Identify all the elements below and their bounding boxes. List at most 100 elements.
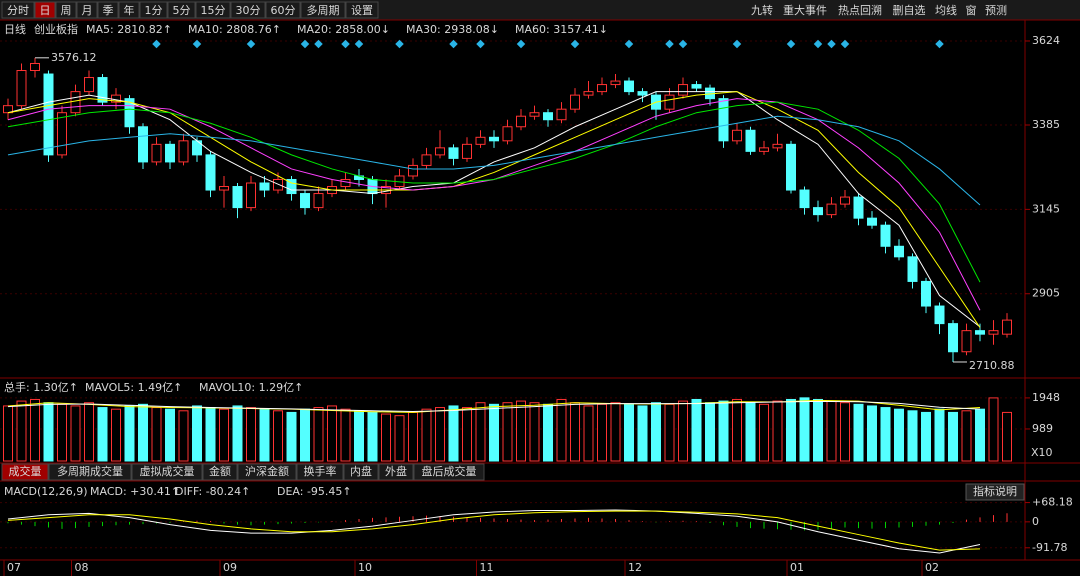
volume-bar [813,398,823,462]
volume-bar [907,410,918,462]
volume-bar [57,403,67,462]
volume-bar [894,408,904,462]
volume-tab[interactable] [296,463,344,481]
volume-bar [192,405,202,462]
toolbar-tab[interactable] [300,1,346,19]
toolbar-tab-label[interactable]: 周 [61,4,72,17]
toolbar-tab-label[interactable]: 15分 [201,4,226,17]
period-label: 日线 [4,22,26,36]
x-tick-label: 01 [790,561,804,574]
volume-bar [678,400,688,462]
toolbar-tab-label[interactable]: 年 [124,3,135,17]
toolbar-tab-label[interactable]: 1分 [145,4,163,17]
indicator-line [7,399,981,413]
volume-tab[interactable] [202,463,238,481]
toolbar-tab[interactable] [55,1,77,19]
volume-bar [178,410,189,462]
candle-body [853,196,864,219]
volume-unit: X10 [1031,446,1053,459]
volume-tab-label[interactable]: 成交量 [9,464,42,478]
indicator-line [7,509,981,554]
volume-tab[interactable] [378,463,414,481]
candle-body [570,94,580,110]
volume-bar [489,403,499,462]
toolbar-tab-label[interactable]: 30分 [236,4,261,17]
toolbar-tab[interactable] [265,1,301,19]
volume-tab-label[interactable]: 多周期成交量 [57,464,123,478]
candle-body [826,203,837,216]
volume-bar [556,398,567,462]
toolbar-right-label[interactable]: 热点回溯 [838,4,882,17]
toolbar-right-label[interactable]: 删自选 [893,4,926,17]
indicator-line [7,400,981,412]
toolbar-tab-label[interactable]: 分时 [7,4,29,17]
volume-bar [799,397,810,462]
toolbar-tab[interactable] [230,1,266,19]
indicator-line [7,115,981,206]
toolbar-right-label[interactable]: 窗 [966,3,977,17]
y-tick-label: 3385 [1032,118,1060,131]
volume-bar [219,408,229,462]
toolbar-right-label[interactable]: 均线 [935,3,957,17]
candle-body [259,182,270,191]
candle-body [43,73,54,156]
toolbar-tab-label[interactable]: 多周期 [307,3,340,17]
x-tick-label: 07 [7,561,21,574]
volume-tab-label[interactable]: 外盘 [385,464,407,478]
toolbar-tab-label[interactable]: 季 [103,4,114,17]
toolbar-tab[interactable] [345,1,379,19]
volume-bar [84,402,94,462]
toolbar-tab[interactable] [167,1,196,19]
candle-body [70,91,81,114]
legend-entry: MA60: 3157.41↓ [515,23,608,36]
volume-bar [1002,411,1012,462]
candle-body [286,178,297,195]
signal-marker [300,39,310,49]
toolbar-tab-label[interactable]: 5分 [173,4,191,17]
toolbar-right-label[interactable]: 九转 [751,3,773,17]
toolbar-tab-label[interactable]: 设置 [351,4,373,17]
toolbar-tab-label[interactable]: 60分 [271,4,296,17]
volume-bar [826,400,837,462]
y-tick-label: 2905 [1032,287,1060,300]
volume-bar [16,400,27,462]
toolbar-tab[interactable] [34,1,56,19]
toolbar-right-label[interactable]: 重大事件 [783,3,827,17]
volume-tab-label[interactable]: 虚拟成交量 [140,464,195,478]
volume-tab-label[interactable]: 换手率 [304,464,337,478]
volume-bar [624,403,634,462]
volume-bar [340,408,351,462]
candle-body [16,70,27,107]
toolbar-tab-label[interactable]: 月 [82,4,93,17]
volume-tab[interactable] [1,463,49,481]
volume-tab[interactable] [237,463,297,481]
toolbar-tab-label[interactable]: 日 [40,4,51,17]
volume-tab[interactable] [343,463,379,481]
volume-tab-label[interactable]: 盘后成交量 [422,464,477,478]
toolbar-tab[interactable] [118,1,140,19]
volume-tab-label[interactable]: 沪深金额 [245,464,289,478]
toolbar-tab[interactable] [76,1,98,19]
candle-body [840,196,850,205]
candle-body [894,245,904,258]
volume-tab[interactable] [413,463,485,481]
volume-bar [259,408,270,462]
candle-body [813,207,823,216]
toolbar-tab[interactable] [97,1,119,19]
candle-body [313,193,324,209]
toolbar-tab[interactable] [139,1,168,19]
toolbar-right-label[interactable]: 预测 [985,4,1007,17]
volume-tab-label[interactable]: 内盘 [350,464,372,478]
indicator-help-button[interactable] [965,483,1025,501]
x-tick-label: 10 [358,561,372,574]
candle-body [205,154,216,191]
y-tick-label: 3145 [1032,202,1060,215]
toolbar-tab[interactable] [195,1,231,19]
volume-tab-label[interactable]: 金额 [209,464,231,478]
volume-tab[interactable] [131,463,203,481]
toolbar-tab[interactable] [1,1,35,19]
candle-body [759,147,769,152]
volume-tab[interactable] [48,463,132,481]
candle-body [219,186,229,191]
indicator-help-text[interactable]: 指标说明 [973,484,1017,498]
